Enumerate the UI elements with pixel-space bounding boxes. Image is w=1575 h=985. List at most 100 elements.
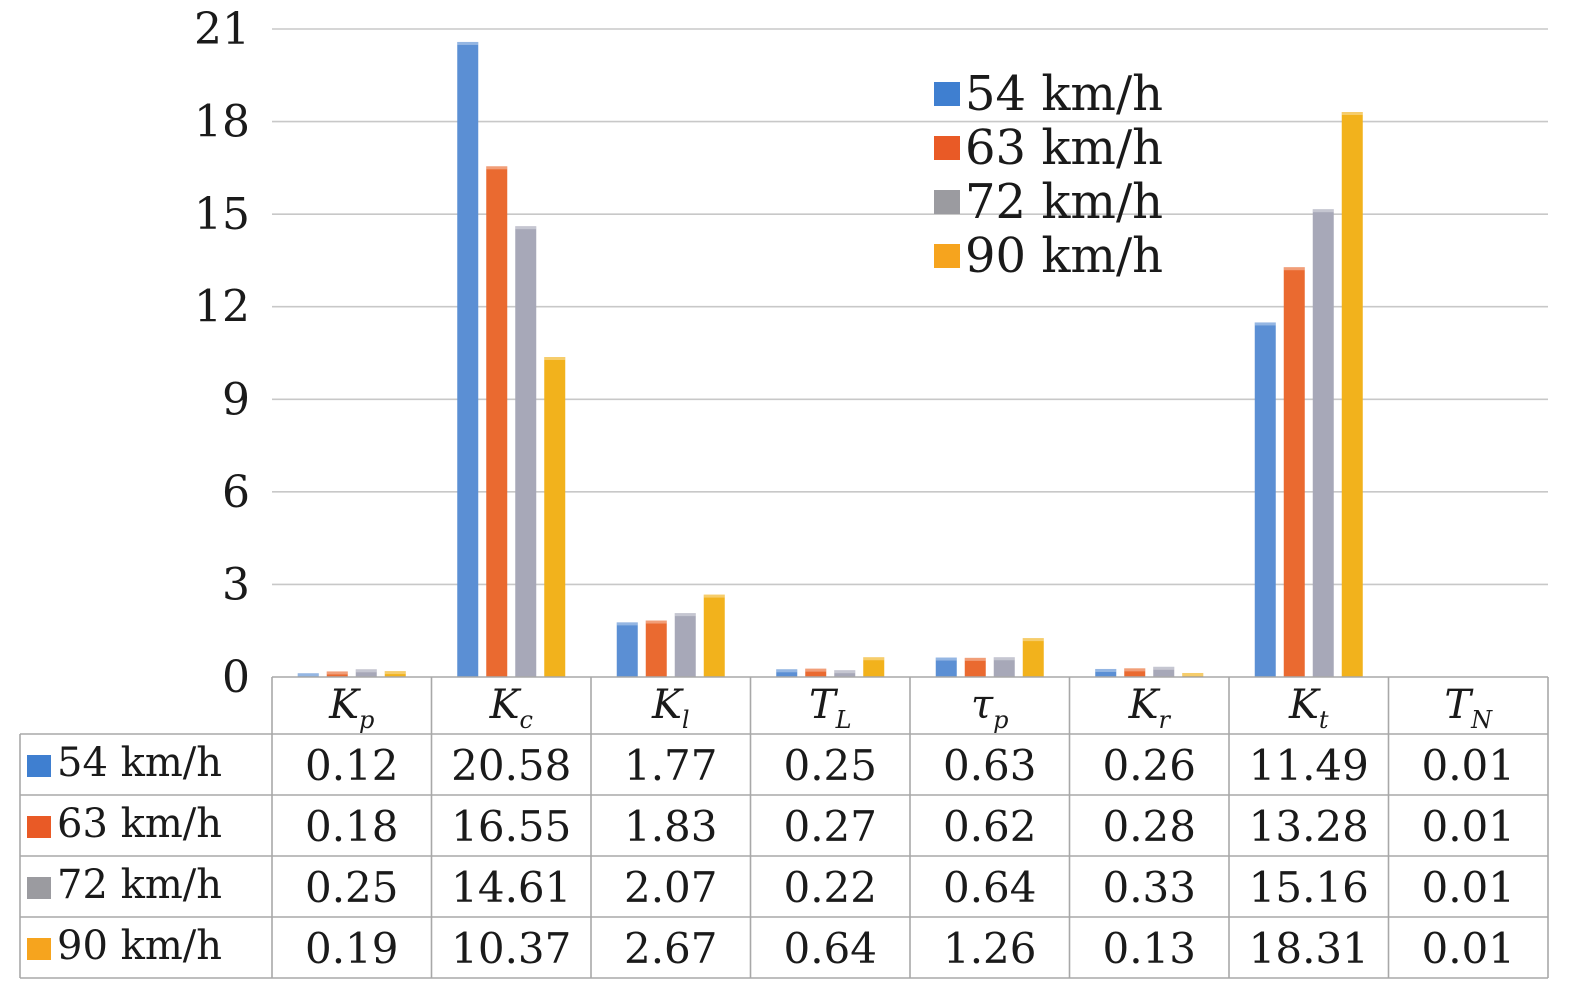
data-table: Kp Kc Kl TL τp Kr Kt TN 54 km/h 0.12 20.58 1.77 0.25… <box>19 676 1549 979</box>
bar-highlight <box>297 673 319 677</box>
bar-63-km-h-cat-0 <box>326 671 348 677</box>
bar-highlight <box>1341 112 1363 116</box>
bar-highlight <box>863 657 885 661</box>
y-tick-label: 21 <box>194 4 250 55</box>
table-cell: 1.26 <box>943 924 1037 973</box>
table-cell: 11.49 <box>1249 741 1369 790</box>
bar-72-km-h-cat-1 <box>515 226 537 678</box>
bar-highlight <box>1022 638 1044 642</box>
bar-highlight <box>326 671 348 675</box>
bar-90-km-h-cat-5 <box>1182 672 1204 677</box>
table-cell: 0.28 <box>1102 802 1196 851</box>
y-tick-label: 18 <box>194 97 250 148</box>
legend-label: 63 km/h <box>965 120 1163 176</box>
row-swatch <box>27 755 51 777</box>
gridlines <box>272 28 1548 586</box>
table-row: 72 km/h 0.25 14.61 2.07 0.22 0.64 0.33 15.16 0.0… <box>27 862 1515 912</box>
y-tick-label: 6 <box>222 467 250 518</box>
bar-72-km-h-cat-3 <box>834 670 856 677</box>
bar-highlight <box>1124 668 1146 672</box>
table-row: 63 km/h 0.18 16.55 1.83 0.27 0.62 0.28 13.28 0.0… <box>27 801 1515 851</box>
category-label: Kc <box>489 682 533 734</box>
table-cell: 0.01 <box>1421 924 1515 973</box>
table-cell: 0.63 <box>943 741 1037 790</box>
category-label: Kr <box>1128 682 1172 734</box>
table-cell: 15.16 <box>1249 863 1369 912</box>
table-cell: 2.67 <box>624 924 718 973</box>
table-cell: 10.37 <box>451 924 571 973</box>
table-cell: 13.28 <box>1249 802 1369 851</box>
row-label: 90 km/h <box>57 923 222 969</box>
legend-label: 90 km/h <box>965 228 1163 284</box>
y-tick-label: 0 <box>222 652 250 703</box>
bar-72-km-h-cat-4 <box>993 657 1015 677</box>
y-axis-tick-labels: 0 3 6 9 12 15 18 21 <box>194 4 250 703</box>
legend-swatch <box>934 82 960 106</box>
table-cell: 1.83 <box>624 802 718 851</box>
table-cell: 16.55 <box>451 802 571 851</box>
bar-highlight <box>935 657 957 661</box>
legend-label: 54 km/h <box>965 66 1163 122</box>
bar-63-km-h-cat-4 <box>964 657 986 677</box>
bar-highlight <box>1283 267 1305 271</box>
category-label: Kp <box>328 682 374 734</box>
bar-54-km-h-cat-4 <box>935 657 957 677</box>
bar-highlight <box>674 613 696 617</box>
bar-90-km-h-cat-3 <box>863 657 885 677</box>
table-cell: 0.62 <box>943 802 1037 851</box>
bar-54-km-h-cat-3 <box>776 669 798 677</box>
table-cell: 0.01 <box>1421 863 1515 912</box>
bar-highlight <box>544 357 566 361</box>
table-row: 54 km/h 0.12 20.58 1.77 0.25 0.63 0.26 11.49 0.0… <box>27 740 1515 790</box>
y-tick-label: 15 <box>194 189 250 240</box>
table-cell: 1.77 <box>624 741 718 790</box>
bar-72-km-h-cat-0 <box>355 669 377 677</box>
table-cell: 20.58 <box>451 741 571 790</box>
table-cell: 0.13 <box>1102 924 1196 973</box>
bar-highlight <box>1182 672 1204 676</box>
row-label: 63 km/h <box>57 801 222 847</box>
bar-63-km-h-cat-3 <box>805 668 827 677</box>
bar-90-km-h-cat-0 <box>384 671 406 677</box>
bar-highlight <box>645 620 667 624</box>
row-swatch <box>27 877 51 899</box>
bar-highlight <box>1095 668 1117 672</box>
bar-63-km-h-cat-6 <box>1283 267 1305 677</box>
legend-swatch <box>934 136 960 160</box>
row-label: 72 km/h <box>57 862 222 908</box>
table-cell: 0.19 <box>305 924 399 973</box>
table-cell: 0.01 <box>1421 741 1515 790</box>
bar-90-km-h-cat-1 <box>544 357 566 677</box>
row-swatch <box>27 816 51 838</box>
bar-72-km-h-cat-5 <box>1153 666 1175 677</box>
legend-label: 72 km/h <box>965 174 1163 230</box>
table-cell: 0.27 <box>783 802 877 851</box>
category-label: TL <box>809 682 852 734</box>
table-cell: 0.12 <box>305 741 399 790</box>
bar-63-km-h-cat-5 <box>1124 668 1146 677</box>
table-cell: 0.64 <box>943 863 1037 912</box>
y-tick-label: 9 <box>222 374 250 425</box>
table-cell: 14.61 <box>451 863 571 912</box>
y-tick-label: 3 <box>222 559 250 610</box>
bar-54-km-h-cat-5 <box>1095 668 1117 677</box>
bar-highlight <box>1153 666 1175 670</box>
table-cell: 0.25 <box>305 863 399 912</box>
bar-90-km-h-cat-4 <box>1022 638 1044 677</box>
bar-highlight <box>384 671 406 675</box>
bar-90-km-h-cat-2 <box>703 594 725 677</box>
bar-63-km-h-cat-2 <box>645 620 667 677</box>
table-cell: 18.31 <box>1249 924 1369 973</box>
table-cell: 0.22 <box>783 863 877 912</box>
table-cell: 0.26 <box>1102 741 1196 790</box>
table-cell: 2.07 <box>624 863 718 912</box>
category-label: τp <box>971 682 1009 734</box>
legend: 54 km/h63 km/h72 km/h90 km/h <box>934 66 1163 284</box>
table-cell: 0.25 <box>783 741 877 790</box>
category-label: Kl <box>651 682 690 734</box>
y-tick-label: 12 <box>194 282 250 333</box>
bar-highlight <box>703 594 725 598</box>
row-label: 54 km/h <box>57 740 222 786</box>
table-row: 90 km/h 0.19 10.37 2.67 0.64 1.26 0.13 18.31 0.0… <box>27 923 1515 973</box>
table-cell: 0.64 <box>783 924 877 973</box>
